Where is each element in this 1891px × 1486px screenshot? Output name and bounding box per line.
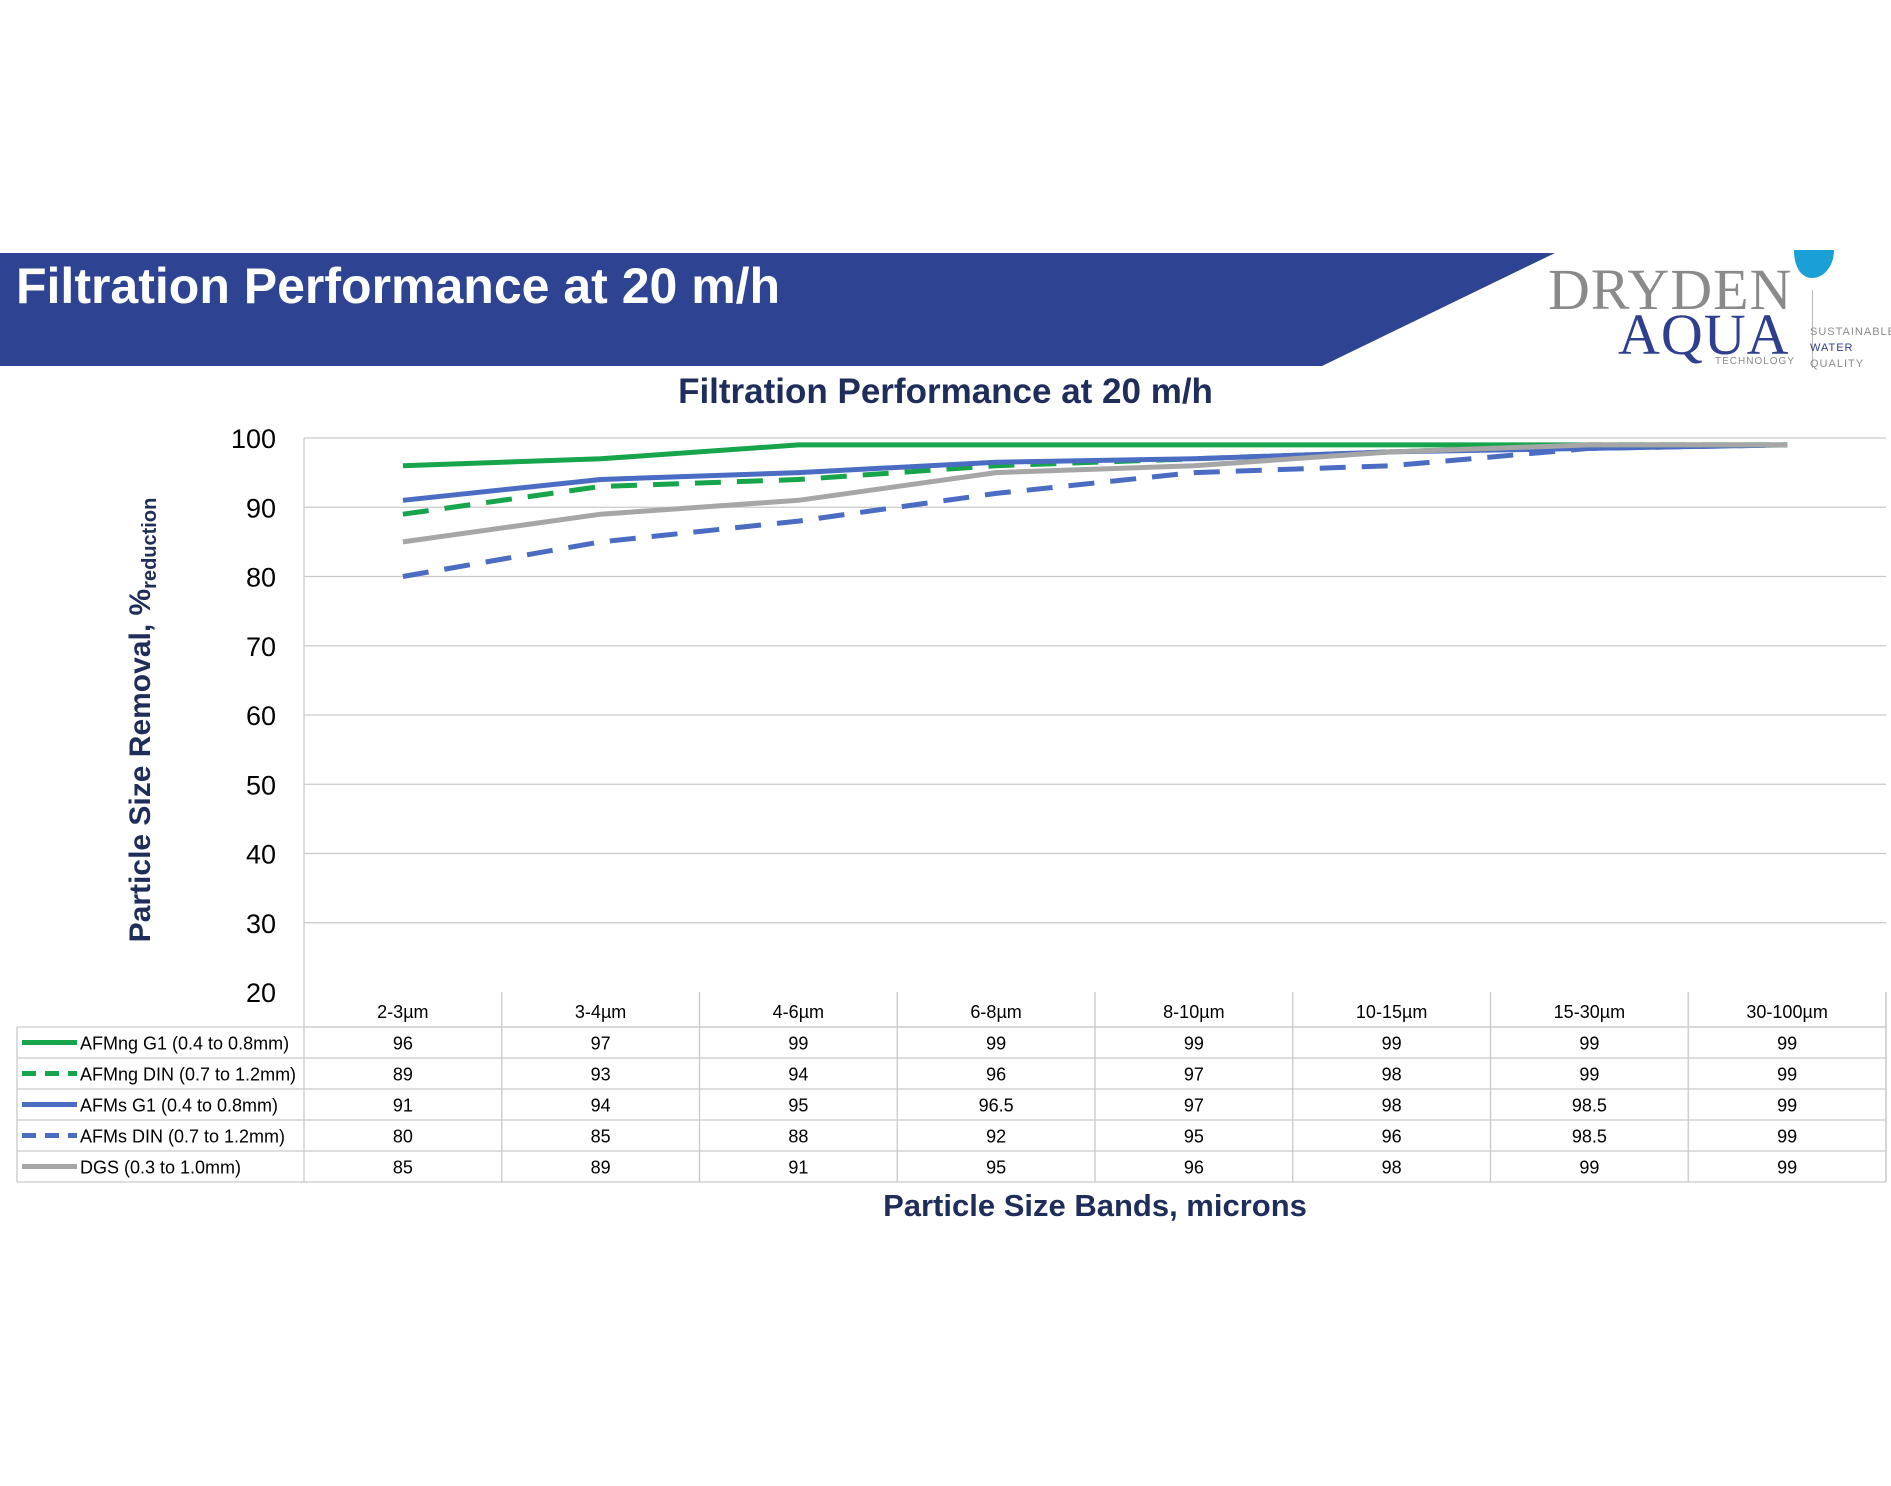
chart-title: Filtration Performance at 20 m/h: [678, 372, 1213, 411]
logo-divider: [1812, 290, 1813, 368]
series-line: [402, 442, 1788, 503]
table-cell-value: 94: [591, 1096, 611, 1116]
series-line: [402, 442, 1788, 545]
table-cell-value: 99: [1382, 1034, 1402, 1054]
table-cell-value: 96.5: [979, 1096, 1014, 1116]
legend-label: AFMng G1 (0.4 to 0.8mm): [80, 1034, 289, 1054]
y-tick-label: 70: [246, 632, 276, 662]
y-tick-label: 50: [246, 770, 276, 800]
logo-wordmark-dryden: DRYDEN: [1548, 257, 1793, 322]
table-cell-value: 98: [1382, 1096, 1402, 1116]
legend-label: AFMs G1 (0.4 to 0.8mm): [80, 1096, 278, 1116]
x-category-label: 3-4µm: [575, 1002, 626, 1022]
table-cell-value: 99: [1777, 1034, 1797, 1054]
table-cell-value: 98: [1382, 1158, 1402, 1178]
table-cell-value: 99: [986, 1034, 1006, 1054]
table-cell-value: 99: [1184, 1034, 1204, 1054]
table-cell-value: 96: [1184, 1158, 1204, 1178]
header-banner: [0, 253, 1555, 366]
table-cell-value: 98: [1382, 1065, 1402, 1085]
y-tick-label: 80: [246, 563, 276, 593]
legend-label: AFMng DIN (0.7 to 1.2mm): [80, 1065, 296, 1085]
table-cell-value: 97: [1184, 1096, 1204, 1116]
x-category-label: 30-100µm: [1746, 1002, 1827, 1022]
table-cell-value: 96: [986, 1065, 1006, 1085]
table-cell-value: 97: [1184, 1065, 1204, 1085]
logo-tagline-3: QUALITY: [1810, 358, 1865, 370]
x-axis-title: Particle Size Bands, microns: [883, 1188, 1307, 1223]
table-cell-value: 98.5: [1572, 1127, 1607, 1147]
x-category-label: 8-10µm: [1163, 1002, 1224, 1022]
table-cell-value: 99: [1777, 1127, 1797, 1147]
logo-subtitle: TECHNOLOGY: [1715, 356, 1796, 367]
table-cell-value: 99: [1579, 1034, 1599, 1054]
table-cell-value: 99: [1777, 1158, 1797, 1178]
x-category-label: 15-30µm: [1554, 1002, 1625, 1022]
table-cell-value: 96: [1382, 1127, 1402, 1147]
table-cell-value: 80: [393, 1127, 413, 1147]
table-cell-value: 93: [591, 1065, 611, 1085]
y-tick-label: 30: [246, 909, 276, 939]
table-cell-value: 99: [788, 1034, 808, 1054]
company-logo: DRYDEN AQUA TECHNOLOGY SUSTAINABLE WATER…: [1540, 250, 1891, 375]
y-tick-label: 100: [231, 424, 276, 454]
water-drop-icon: [1794, 250, 1834, 278]
table-cell-value: 89: [591, 1158, 611, 1178]
table-cell-value: 99: [1777, 1065, 1797, 1085]
table-cell-value: 94: [788, 1065, 808, 1085]
y-tick-label: 20: [246, 978, 276, 1008]
table-cell-value: 98.5: [1572, 1096, 1607, 1116]
series-line: [402, 442, 1788, 579]
page-title: Filtration Performance at 20 m/h: [16, 258, 781, 314]
table-cell-value: 95: [788, 1096, 808, 1116]
table-cell-value: 99: [1777, 1096, 1797, 1116]
table-cell-value: 91: [788, 1158, 808, 1178]
y-tick-label: 90: [246, 493, 276, 523]
table-cell-value: 95: [986, 1158, 1006, 1178]
table-cell-value: 95: [1184, 1127, 1204, 1147]
y-tick-label: 40: [246, 840, 276, 870]
table-cell-value: 97: [591, 1034, 611, 1054]
table-cell-value: 85: [393, 1158, 413, 1178]
x-category-label: 2-3µm: [377, 1002, 428, 1022]
table-cell-value: 99: [1579, 1065, 1599, 1085]
legend-label: AFMs DIN (0.7 to 1.2mm): [80, 1127, 285, 1147]
legend-label: DGS (0.3 to 1.0mm): [80, 1158, 241, 1178]
table-cell-value: 92: [986, 1127, 1006, 1147]
table-cell-value: 85: [591, 1127, 611, 1147]
y-tick-label: 60: [246, 701, 276, 731]
x-category-label: 6-8µm: [970, 1002, 1021, 1022]
table-cell-value: 89: [393, 1065, 413, 1085]
table-cell-value: 96: [393, 1034, 413, 1054]
logo-tagline-2: WATER: [1810, 342, 1854, 354]
logo-tagline-1: SUSTAINABLE: [1810, 326, 1891, 338]
logo-wordmark-aqua: AQUA: [1618, 302, 1790, 367]
table-cell-value: 99: [1579, 1158, 1599, 1178]
x-category-label: 4-6µm: [773, 1002, 824, 1022]
table-cell-value: 88: [788, 1127, 808, 1147]
table-cell-value: 91: [393, 1096, 413, 1116]
x-category-label: 10-15µm: [1356, 1002, 1427, 1022]
